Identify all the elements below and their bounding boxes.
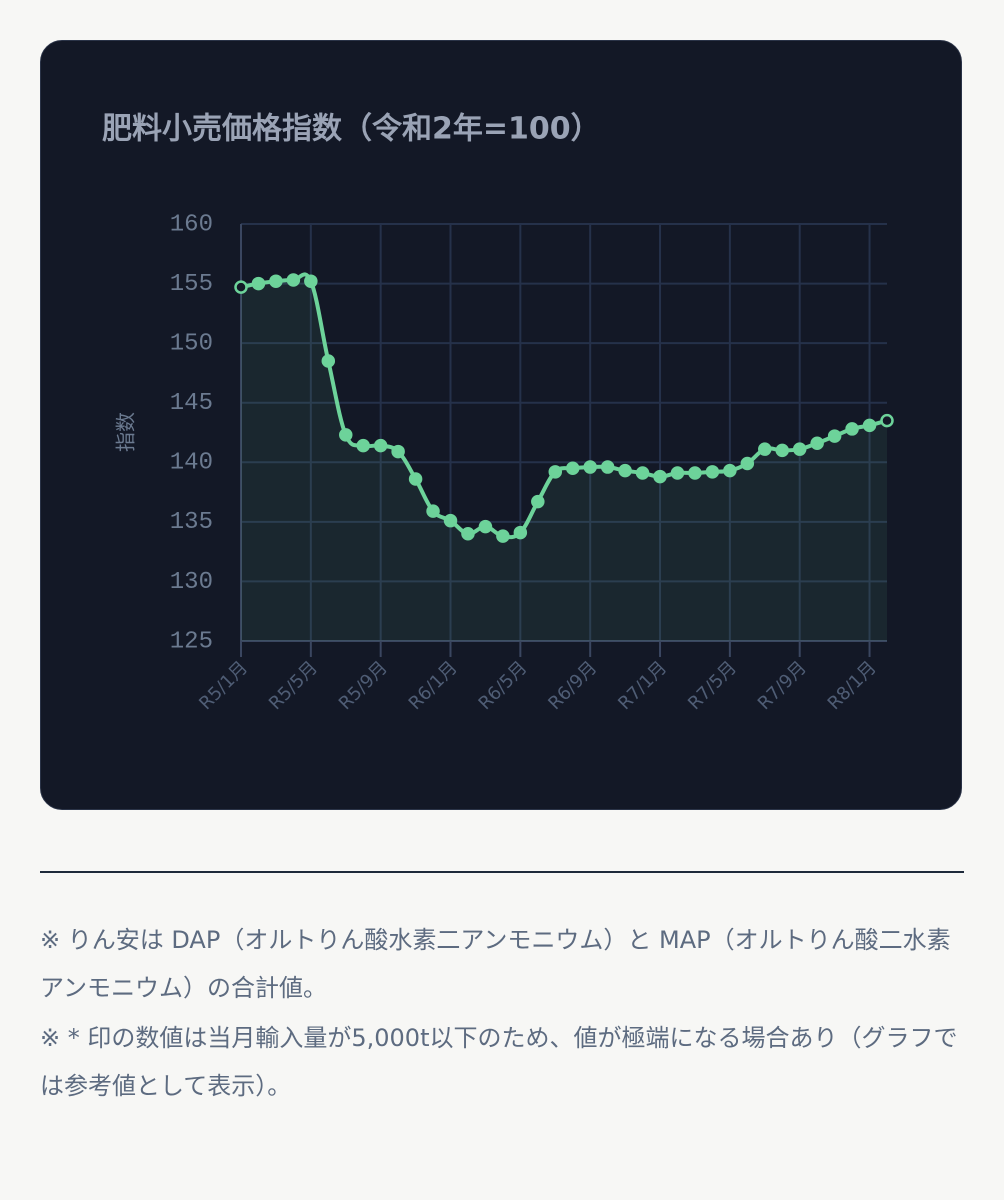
point (269, 274, 283, 288)
point (775, 443, 789, 458)
point (723, 463, 737, 478)
point (513, 525, 528, 540)
point (443, 513, 458, 528)
point (810, 436, 824, 450)
chart: 肥料小売価格指数（令和2年=100） 指数 125 130 135 140 145 150… (102, 112, 894, 714)
point (496, 529, 510, 543)
point (740, 456, 755, 471)
x-tick-label: R8/1月 (824, 657, 881, 714)
point (635, 466, 650, 480)
x-tick-label: R6/1月 (405, 657, 462, 714)
point (251, 276, 266, 291)
point (531, 494, 545, 509)
notes: ※ りん安は DAP（オルトりん酸水素二アンモニウム）と MAP（オルトりん酸二… (40, 916, 964, 1112)
point (862, 418, 877, 433)
point (565, 461, 580, 475)
x-tick-label: R7/5月 (684, 657, 741, 714)
chart-card (40, 40, 962, 810)
x-tick-label: R6/9月 (544, 657, 601, 714)
point (373, 438, 388, 453)
x-tick-label: R7/9月 (754, 657, 811, 714)
x-tick-label: R5/9月 (335, 657, 392, 714)
chart-title: 肥料小売価格指数（令和2年=100） (102, 112, 601, 147)
y-tick-label: 160 (170, 211, 213, 238)
x-tick-label: R7/1月 (614, 657, 671, 714)
y-tick-label: 135 (170, 509, 213, 536)
point (391, 444, 405, 459)
point (461, 527, 475, 541)
point (827, 429, 842, 443)
point (758, 442, 772, 456)
y-tick-label: 125 (170, 628, 213, 655)
y-tick-label: 140 (170, 450, 213, 477)
divider (40, 871, 964, 873)
point (548, 465, 563, 479)
point (618, 463, 632, 478)
point (356, 438, 370, 453)
point (234, 280, 248, 294)
point (408, 472, 423, 486)
point (670, 466, 685, 480)
y-axis-label: 指数 (114, 412, 138, 452)
point (286, 273, 301, 287)
x-tick-label: R6/5月 (475, 657, 532, 714)
point (688, 466, 702, 480)
note: ※ * 印の数値は当月輸入量が5,000t以下のため、値が極端になる場合あり（グ… (40, 1024, 958, 1100)
point (880, 413, 894, 428)
point (321, 354, 336, 368)
note: ※ りん安は DAP（オルトりん酸水素二アンモニウム）と MAP（オルトりん酸二… (40, 926, 951, 1002)
point (792, 442, 807, 456)
point (478, 519, 493, 534)
y-tick-label: 155 (170, 271, 213, 298)
point (705, 465, 720, 479)
x-tick-label: R5/1月 (195, 657, 252, 714)
point (845, 422, 859, 436)
y-tick-label: 150 (170, 330, 213, 357)
y-tick-label: 130 (170, 569, 213, 596)
x-tick-label: R5/5月 (265, 657, 322, 714)
line-area (241, 274, 887, 641)
point (583, 460, 597, 474)
point (653, 469, 667, 484)
point (426, 504, 440, 518)
point (304, 274, 318, 288)
point (339, 428, 353, 442)
point (600, 460, 615, 474)
y-tick-label: 145 (170, 390, 213, 417)
